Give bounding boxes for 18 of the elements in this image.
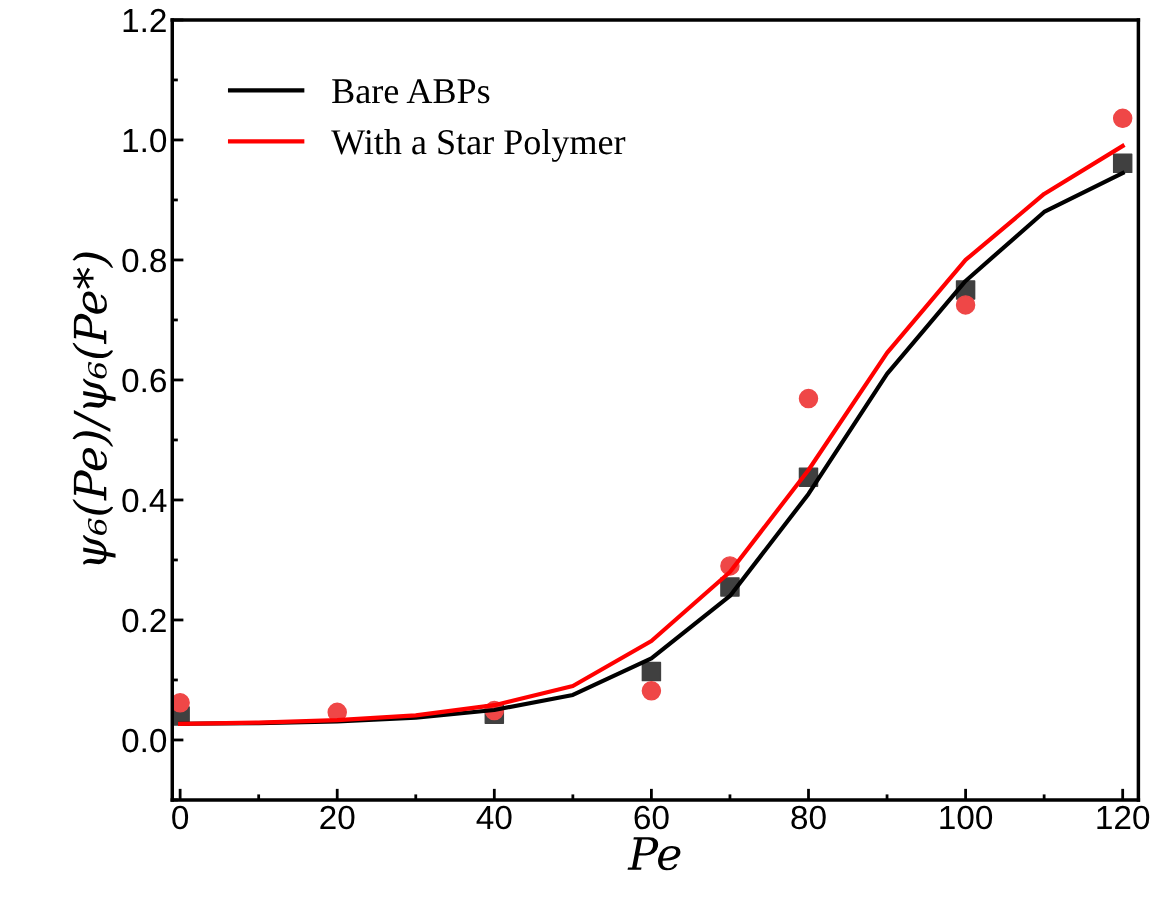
x-tick-label: 60: [634, 805, 669, 830]
x-tick-label: 120: [1097, 805, 1150, 830]
legend-label: With a Star Polymer: [331, 128, 626, 162]
y-axis-title: ψ₆(Pe)/ψ₆(Pe*): [72, 252, 116, 565]
y-tick-label: 0.2: [122, 608, 166, 633]
y-tick-label: 0.4: [122, 488, 167, 513]
x-tick-label: 0: [172, 805, 189, 830]
y-tick-label: 0.8: [122, 248, 166, 273]
y-tick-label: 0.0: [122, 728, 167, 753]
x-tick-label: 40: [476, 805, 512, 830]
y-tick-label: 0.6: [122, 368, 166, 393]
x-tick-label: 20: [320, 805, 355, 830]
x-tick-label: 80: [791, 805, 826, 830]
x-axis-title: Pe: [627, 837, 681, 871]
y-tick-label: 1.2: [123, 8, 166, 33]
x-tick-label: 100: [940, 805, 993, 830]
legend-label: Bare ABPs: [332, 79, 490, 104]
y-tick-label: 1.0: [123, 128, 167, 153]
